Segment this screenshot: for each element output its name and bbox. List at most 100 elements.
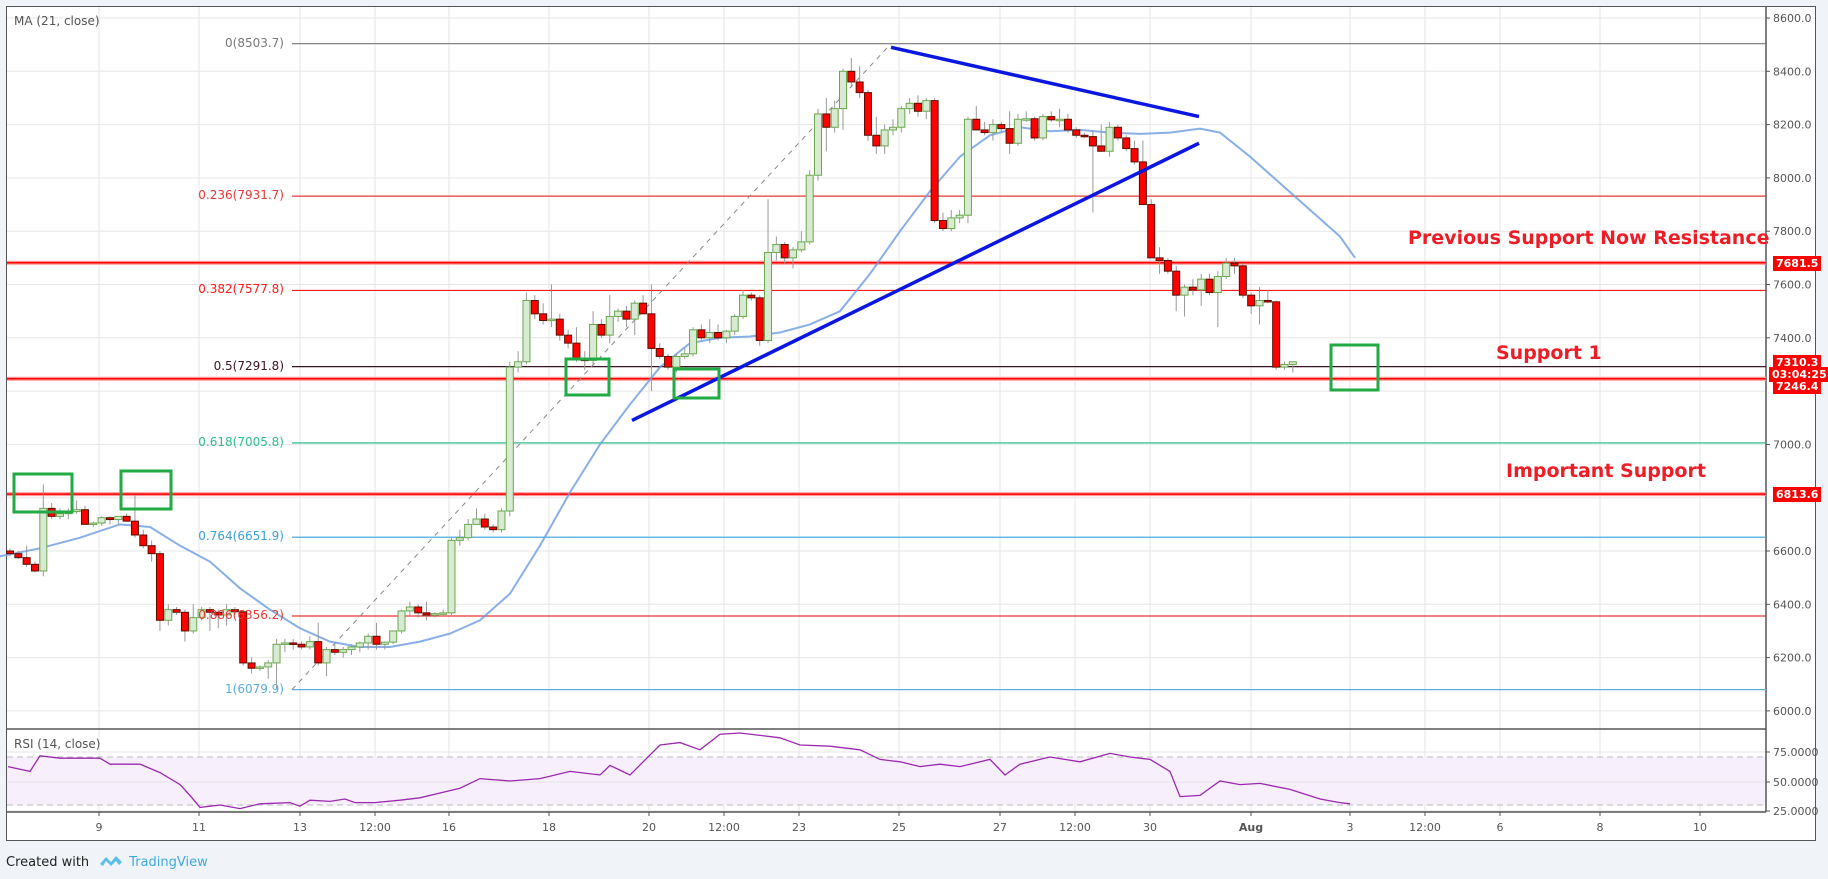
candle[interactable] — [1063, 113, 1072, 133]
candle[interactable] — [1022, 111, 1031, 122]
candle[interactable] — [72, 500, 81, 514]
candle[interactable] — [1197, 273, 1206, 306]
candle[interactable] — [289, 638, 298, 650]
candle[interactable] — [364, 633, 373, 650]
candle[interactable] — [589, 311, 598, 365]
candle[interactable] — [714, 324, 723, 341]
candle[interactable] — [1163, 257, 1172, 274]
candle[interactable] — [105, 516, 114, 525]
candle[interactable] — [572, 327, 581, 362]
candle[interactable] — [355, 641, 364, 653]
candle[interactable] — [264, 660, 273, 679]
candle[interactable] — [764, 199, 773, 344]
candle[interactable] — [247, 657, 256, 674]
candle[interactable] — [814, 108, 823, 181]
candle[interactable] — [1213, 271, 1222, 328]
candle[interactable] — [1047, 111, 1056, 122]
candle[interactable] — [1113, 124, 1122, 141]
candle[interactable] — [164, 604, 173, 626]
ma-indicator-title[interactable]: MA (21, close) — [14, 14, 100, 28]
candle[interactable] — [938, 212, 947, 232]
candle[interactable] — [797, 231, 806, 253]
candle[interactable] — [980, 121, 989, 136]
tradingview-logo-icon[interactable] — [99, 853, 123, 871]
candle[interactable] — [972, 105, 981, 131]
candle[interactable] — [297, 641, 306, 650]
candle[interactable] — [730, 313, 739, 336]
candle[interactable] — [839, 68, 847, 130]
candle[interactable] — [1230, 257, 1239, 274]
candle[interactable] — [389, 630, 398, 645]
candle[interactable] — [197, 606, 206, 621]
candle[interactable] — [322, 646, 331, 677]
candle[interactable] — [1172, 265, 1181, 312]
candle[interactable] — [547, 284, 556, 328]
candle[interactable] — [947, 209, 956, 232]
candle[interactable] — [555, 313, 564, 341]
candle[interactable] — [189, 604, 198, 634]
candle[interactable] — [497, 508, 506, 533]
candle[interactable] — [722, 329, 731, 344]
candle[interactable] — [305, 636, 314, 650]
candle[interactable] — [214, 609, 223, 629]
tradingview-brand-link[interactable]: TradingView — [129, 854, 208, 870]
candle[interactable] — [380, 641, 389, 650]
candle[interactable] — [830, 100, 839, 133]
fib-diagonal-line[interactable] — [291, 43, 892, 690]
candle[interactable] — [314, 622, 323, 666]
candle[interactable] — [1288, 361, 1297, 373]
candle[interactable] — [855, 65, 864, 98]
candle[interactable] — [397, 609, 406, 634]
candle[interactable] — [888, 119, 897, 136]
candle[interactable] — [1080, 132, 1089, 138]
candle[interactable] — [739, 289, 748, 320]
candle[interactable] — [697, 324, 706, 341]
candle[interactable] — [664, 353, 673, 370]
rsi-line[interactable] — [7, 732, 1351, 810]
candle[interactable] — [1180, 284, 1189, 317]
annotation-label[interactable]: Previous Support Now Resistance — [1408, 227, 1770, 250]
highlight-box[interactable] — [564, 357, 611, 397]
candle[interactable] — [464, 519, 473, 541]
trendline-ascending-support[interactable] — [631, 141, 1200, 422]
candle[interactable] — [522, 292, 531, 365]
candle[interactable] — [447, 537, 456, 615]
candle[interactable] — [122, 513, 131, 522]
candle[interactable] — [330, 644, 339, 655]
candle[interactable] — [1072, 127, 1081, 138]
candle[interactable] — [1255, 287, 1264, 325]
chart-frame[interactable] — [6, 6, 1816, 841]
candle[interactable] — [172, 606, 181, 615]
candle[interactable] — [1272, 300, 1281, 370]
candle[interactable] — [372, 622, 381, 650]
candle[interactable] — [772, 236, 781, 261]
candle[interactable] — [863, 89, 872, 141]
candle[interactable] — [255, 665, 264, 671]
candle[interactable] — [97, 516, 106, 526]
candle[interactable] — [422, 601, 431, 621]
candle[interactable] — [139, 529, 148, 549]
candle[interactable] — [130, 495, 139, 538]
candle[interactable] — [22, 545, 31, 567]
highlight-box[interactable] — [12, 472, 74, 514]
candle[interactable] — [439, 609, 448, 617]
candle[interactable] — [1238, 263, 1247, 298]
candle[interactable] — [405, 601, 414, 615]
candle[interactable] — [847, 57, 856, 88]
annotation-label[interactable]: Support 1 — [1496, 341, 1602, 364]
candle[interactable] — [955, 209, 964, 224]
highlight-box[interactable] — [672, 367, 721, 400]
candle[interactable] — [922, 97, 931, 120]
candle[interactable] — [114, 515, 123, 525]
candle[interactable] — [1038, 113, 1047, 141]
candle[interactable] — [14, 551, 23, 559]
candle[interactable] — [963, 116, 972, 224]
candle[interactable] — [1155, 247, 1164, 274]
candle[interactable] — [414, 604, 423, 618]
candle[interactable] — [6, 548, 14, 557]
rsi-indicator-title[interactable]: RSI (14, close) — [14, 737, 101, 751]
candle[interactable] — [1263, 289, 1272, 304]
candle[interactable] — [655, 343, 664, 360]
candle[interactable] — [622, 305, 631, 328]
candle[interactable] — [514, 351, 523, 373]
